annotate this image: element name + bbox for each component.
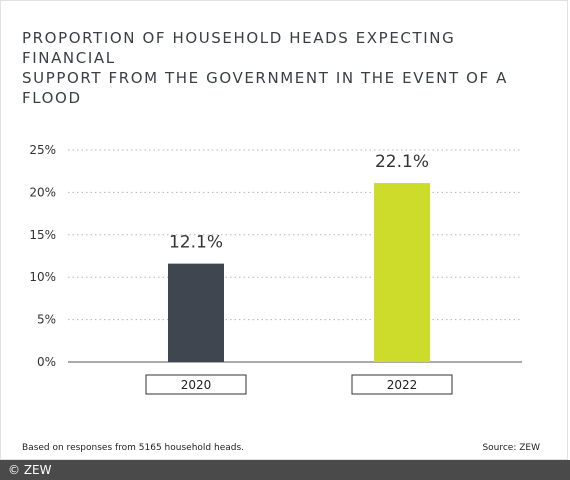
y-tick-label: 5% (37, 313, 56, 327)
x-tick-label: 2020 (181, 378, 212, 392)
bar-2020 (168, 263, 224, 362)
x-tick-label: 2022 (387, 378, 418, 392)
chart-title: PROPORTION OF HOUSEHOLD HEADS EXPECTING … (22, 28, 552, 108)
y-tick-label: 10% (29, 270, 56, 284)
source-label: Source: ZEW (482, 443, 540, 453)
y-tick-label: 25% (29, 143, 56, 157)
category-box-2022 (351, 374, 453, 395)
data-label-2022: 22.1% (375, 152, 429, 172)
chart-frame (0, 0, 568, 460)
y-tick-label: 0% (37, 355, 56, 369)
y-tick-label: 15% (29, 228, 56, 242)
chart-title-line-2: SUPPORT FROM THE GOVERNMENT IN THE EVENT… (22, 69, 508, 107)
copyright-bar: © ZEW (0, 460, 570, 480)
bar-chart: 0% 5% 10% 15% 20% 25% 12.1% 2020 22.1% 2022 (29, 143, 522, 395)
chart-title-line-1: PROPORTION OF HOUSEHOLD HEADS EXPECTING … (22, 29, 456, 67)
y-tick-label: 20% (29, 185, 56, 199)
footnote: Based on responses from 5165 household h… (22, 443, 245, 453)
data-label-2020: 12.1% (169, 233, 223, 253)
category-box-2020 (145, 374, 247, 395)
bar-2022 (374, 183, 430, 362)
